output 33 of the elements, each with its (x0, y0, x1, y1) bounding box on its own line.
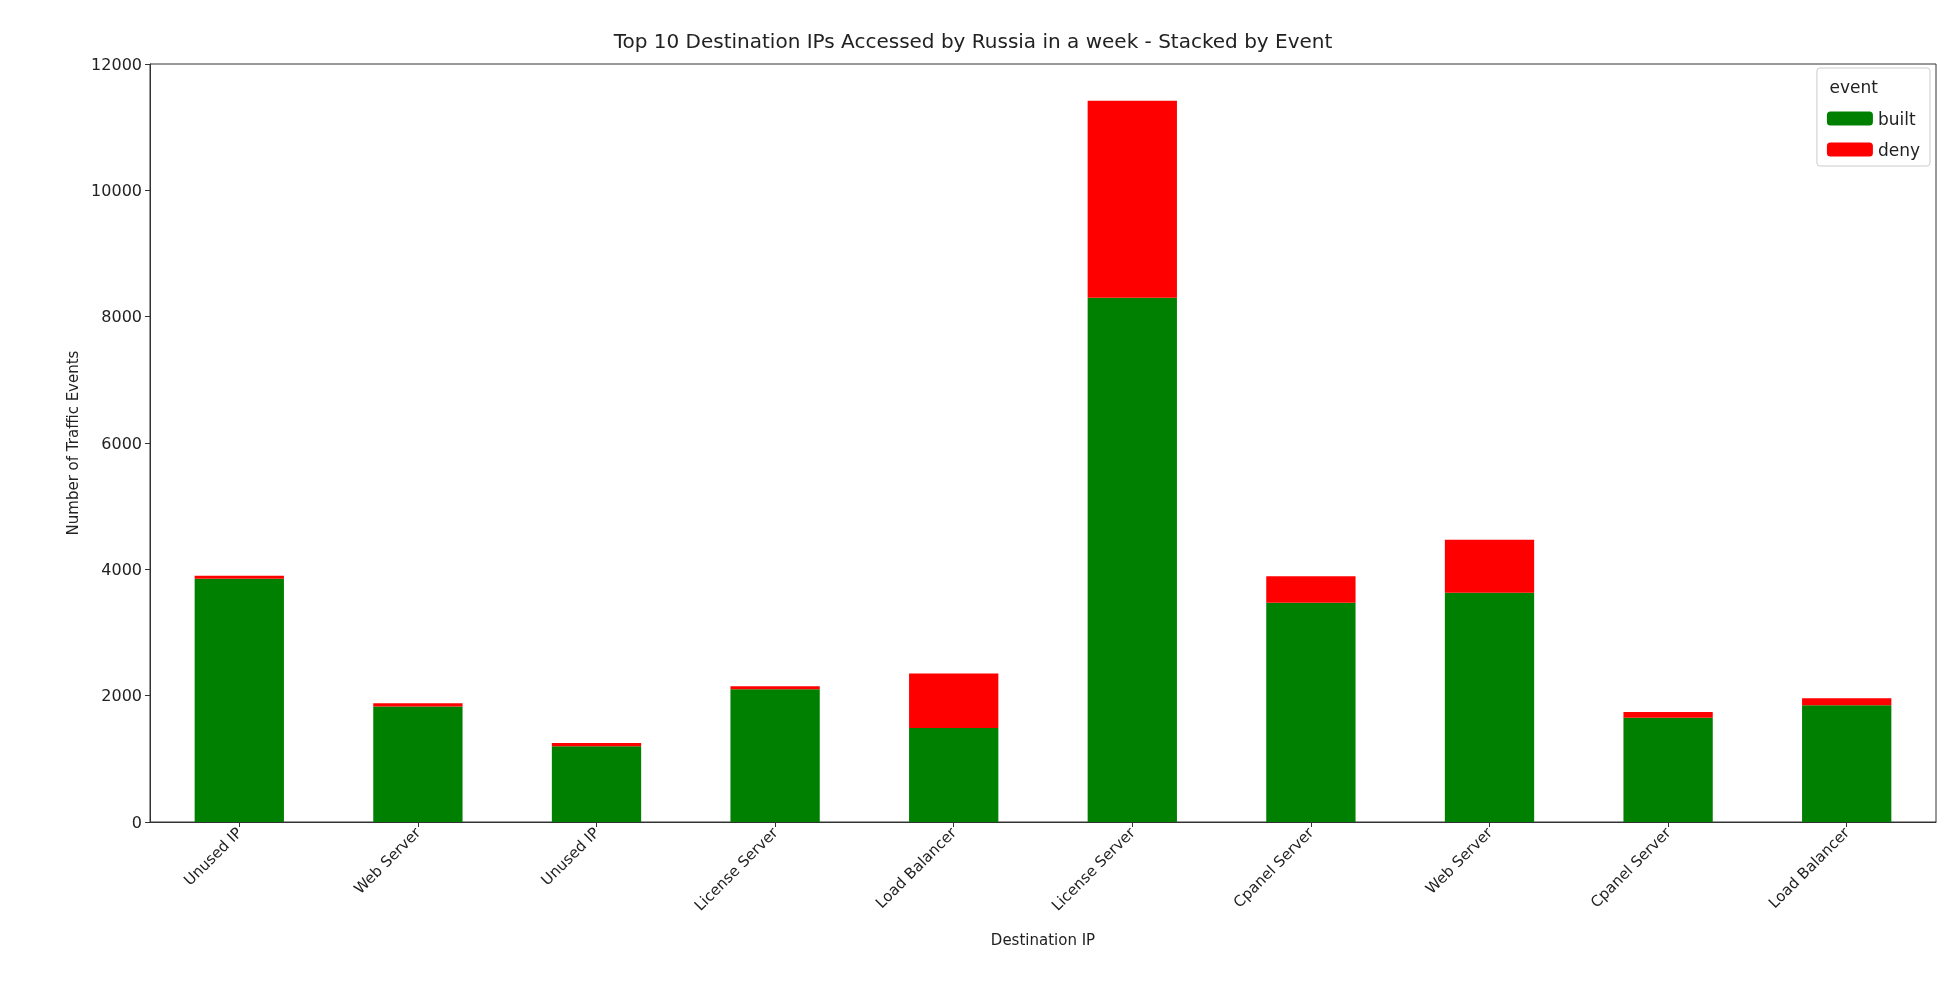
bar (551, 743, 642, 747)
y-tick-label: 4000 (101, 559, 142, 579)
bar (730, 686, 820, 690)
bar (551, 746, 642, 822)
bar (1266, 576, 1356, 603)
bar (730, 689, 820, 822)
bar (1087, 100, 1177, 298)
y-axis-title: Number of Traffic Events (63, 350, 82, 536)
x-axis-title: Destination IP (990, 930, 1096, 949)
legend-label: deny (1877, 139, 1921, 160)
bar (1802, 705, 1892, 822)
bar (1266, 602, 1356, 822)
bar (909, 673, 999, 728)
legend-label: built (1877, 108, 1916, 129)
y-tick-label: 8000 (101, 307, 142, 327)
y-tick-label: 2000 (101, 686, 142, 706)
bar (1802, 698, 1892, 706)
bar (1444, 539, 1535, 593)
bar (1623, 717, 1713, 822)
bar (194, 578, 284, 822)
bar (373, 706, 463, 822)
bar (373, 703, 463, 707)
bar (1087, 297, 1177, 822)
y-tick-label: 0 (131, 812, 142, 832)
y-tick-label: 6000 (101, 433, 142, 453)
legend-title: event (1829, 76, 1879, 97)
bar (1623, 712, 1713, 718)
bar (909, 727, 999, 822)
y-tick-label: 12000 (91, 54, 142, 74)
bar (194, 575, 284, 579)
chart-title: Top 10 Destination IPs Accessed by Russia in a week - Stacked by Event (612, 29, 1333, 53)
bar (1444, 592, 1535, 822)
y-tick-label: 10000 (91, 180, 142, 200)
